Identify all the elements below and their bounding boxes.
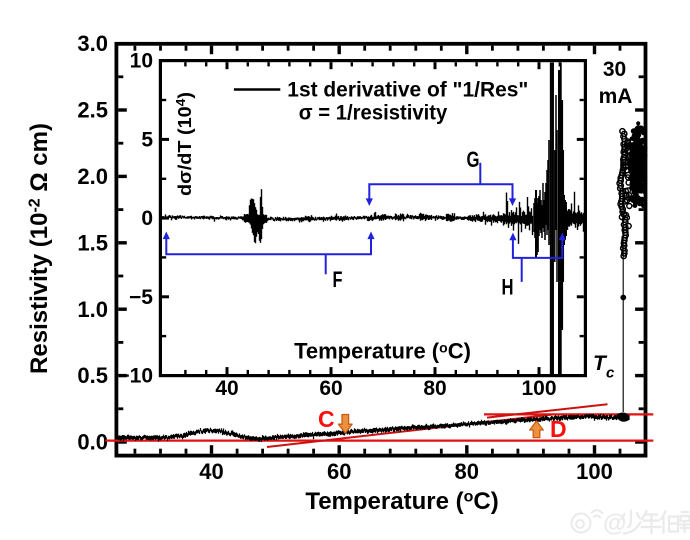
svg-text:100: 100: [521, 377, 556, 400]
svg-text:σ = 1/resistivity: σ = 1/resistivity: [299, 102, 448, 125]
svg-text:40: 40: [215, 377, 238, 400]
svg-text:T: T: [593, 352, 608, 375]
svg-text:−5: −5: [129, 286, 153, 309]
svg-text:0.0: 0.0: [77, 430, 108, 455]
svg-text:60: 60: [327, 459, 351, 484]
svg-text:3.0: 3.0: [77, 31, 108, 56]
svg-text:30: 30: [603, 58, 626, 81]
svg-text:1.0: 1.0: [77, 297, 108, 322]
svg-text:C: C: [318, 406, 335, 432]
svg-text:1.5: 1.5: [77, 230, 108, 255]
svg-text:60: 60: [319, 377, 342, 400]
svg-text:80: 80: [455, 459, 479, 484]
svg-text:c: c: [606, 365, 615, 382]
svg-text:5: 5: [141, 128, 153, 151]
svg-text:40: 40: [199, 459, 223, 484]
svg-text:D: D: [550, 416, 567, 442]
svg-text:100: 100: [576, 459, 613, 484]
svg-text:−10: −10: [117, 365, 153, 388]
svg-text:G: G: [467, 147, 480, 172]
svg-text:80: 80: [423, 377, 446, 400]
svg-text:Resistivity (10-2 Ω cm): Resistivity (10-2 Ω cm): [26, 123, 53, 374]
svg-text:0: 0: [141, 207, 153, 230]
svg-text:F: F: [333, 267, 343, 292]
svg-text:1st derivative of "1/Res": 1st derivative of "1/Res": [287, 79, 528, 102]
svg-text:2.5: 2.5: [77, 98, 108, 123]
svg-text:@: @: [603, 510, 626, 537]
svg-text:10: 10: [130, 50, 153, 73]
svg-text:dσ/dT (104): dσ/dT (104): [173, 92, 195, 196]
svg-text:mA: mA: [599, 85, 633, 108]
svg-text:2.0: 2.0: [77, 164, 108, 189]
svg-text:H: H: [502, 275, 514, 300]
svg-text:0.5: 0.5: [77, 363, 108, 388]
